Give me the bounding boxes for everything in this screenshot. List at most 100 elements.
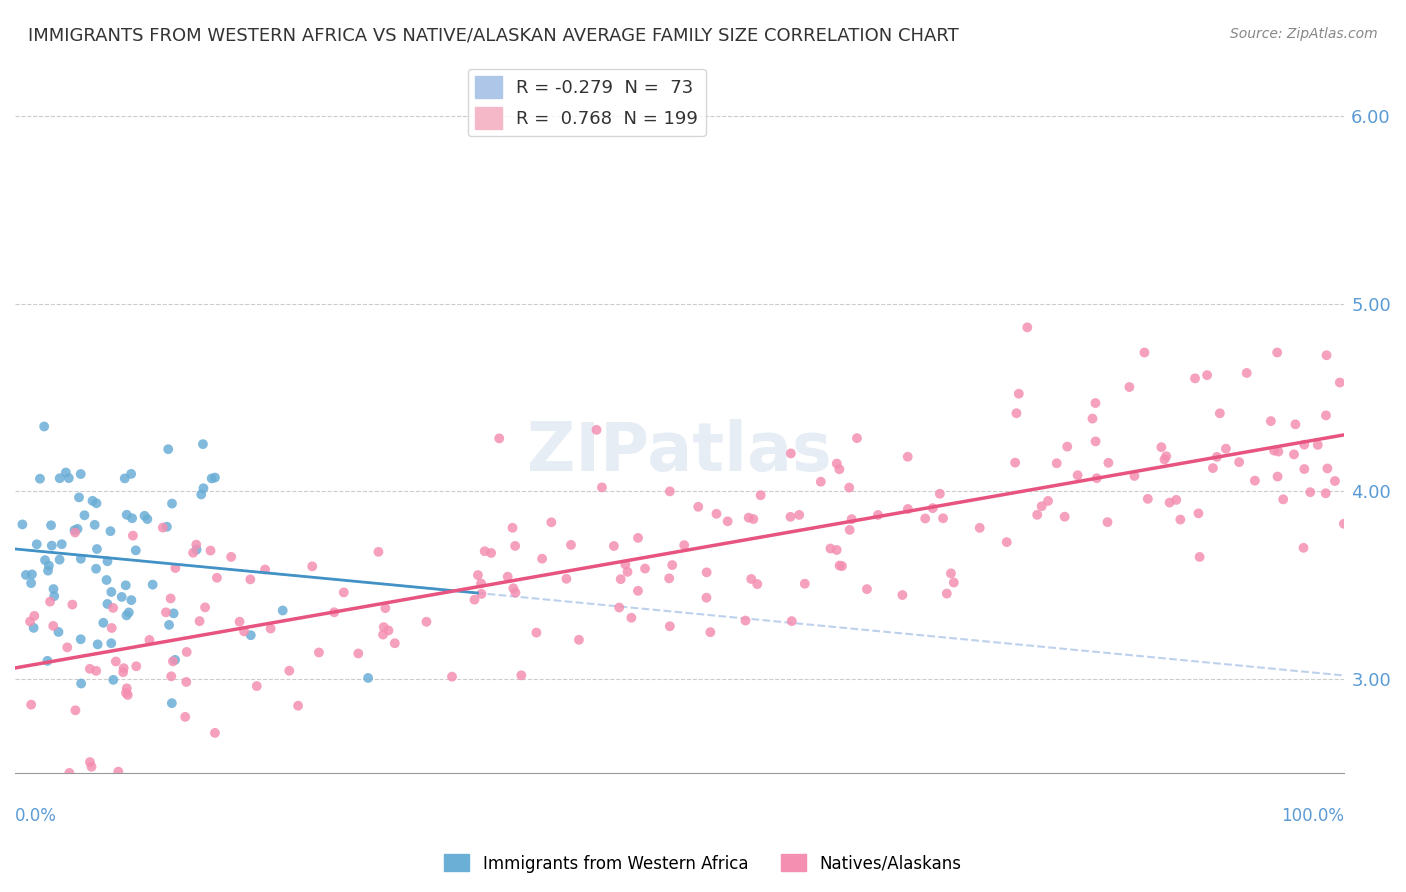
Point xyxy=(91,615,114,630)
Point xyxy=(37,654,59,668)
Point xyxy=(1316,461,1339,475)
Point xyxy=(374,601,396,615)
Point xyxy=(825,543,848,558)
Point xyxy=(63,525,86,540)
Point xyxy=(37,564,59,578)
Point xyxy=(706,507,728,521)
Point xyxy=(125,659,148,673)
Point xyxy=(176,675,198,690)
Point xyxy=(118,606,141,620)
Point xyxy=(156,519,179,533)
Point xyxy=(779,446,801,460)
Point xyxy=(1267,469,1289,483)
Point xyxy=(747,577,769,591)
Point xyxy=(560,538,582,552)
Point xyxy=(160,696,183,710)
Point xyxy=(505,585,527,599)
Point xyxy=(415,615,437,629)
Point xyxy=(86,542,108,557)
Point xyxy=(627,531,650,545)
Point xyxy=(627,583,650,598)
Point xyxy=(152,520,174,534)
Point xyxy=(51,537,73,551)
Point xyxy=(193,481,215,495)
Point xyxy=(84,664,107,678)
Point xyxy=(66,522,89,536)
Point xyxy=(828,462,851,476)
Text: 100.0%: 100.0% xyxy=(1281,806,1344,825)
Point xyxy=(1188,549,1211,564)
Point xyxy=(301,559,323,574)
Point xyxy=(673,538,696,552)
Point xyxy=(1004,456,1026,470)
Point xyxy=(69,467,91,481)
Point xyxy=(233,624,256,639)
Point xyxy=(160,497,183,511)
Point xyxy=(1267,444,1289,458)
Point xyxy=(502,582,524,596)
Point xyxy=(502,521,524,535)
Point xyxy=(780,614,803,628)
Point xyxy=(496,570,519,584)
Point xyxy=(162,654,184,668)
Point xyxy=(488,431,510,445)
Point xyxy=(696,566,718,580)
Point xyxy=(1097,456,1119,470)
Point xyxy=(793,576,815,591)
Point xyxy=(112,665,135,680)
Point xyxy=(176,645,198,659)
Point xyxy=(1084,434,1107,449)
Point xyxy=(932,511,955,525)
Point xyxy=(101,601,124,615)
Point xyxy=(48,624,70,639)
Point xyxy=(1282,447,1305,461)
Point xyxy=(969,521,991,535)
Point xyxy=(939,566,962,581)
Point xyxy=(658,619,681,633)
Point xyxy=(165,653,187,667)
Point xyxy=(115,686,138,700)
Point xyxy=(825,457,848,471)
Point xyxy=(658,484,681,499)
Point xyxy=(1133,345,1156,359)
Point xyxy=(100,524,122,538)
Point xyxy=(70,676,93,690)
Point xyxy=(1153,452,1175,467)
Point xyxy=(1081,411,1104,425)
Point xyxy=(609,572,631,586)
Point xyxy=(1315,348,1337,362)
Point xyxy=(104,655,127,669)
Point xyxy=(111,590,134,604)
Point xyxy=(787,508,810,522)
Point xyxy=(48,552,70,566)
Point xyxy=(112,661,135,675)
Point xyxy=(866,508,889,522)
Point xyxy=(86,637,108,651)
Point xyxy=(1329,376,1351,390)
Point xyxy=(165,561,187,575)
Point xyxy=(32,419,55,434)
Point xyxy=(69,632,91,647)
Point xyxy=(1159,495,1181,509)
Text: ZIPatlas: ZIPatlas xyxy=(527,419,832,485)
Point xyxy=(779,509,801,524)
Point xyxy=(190,487,212,501)
Point xyxy=(1085,471,1108,485)
Point xyxy=(58,766,80,780)
Point xyxy=(1263,443,1285,458)
Point xyxy=(1118,380,1140,394)
Point xyxy=(100,636,122,650)
Point xyxy=(120,593,142,607)
Point xyxy=(155,605,177,619)
Text: IMMIGRANTS FROM WESTERN AFRICA VS NATIVE/ALASKAN AVERAGE FAMILY SIZE CORRELATION: IMMIGRANTS FROM WESTERN AFRICA VS NATIVE… xyxy=(28,27,959,45)
Point xyxy=(1150,440,1173,454)
Point xyxy=(21,567,44,582)
Point xyxy=(63,523,86,537)
Point xyxy=(44,589,66,603)
Point xyxy=(699,625,721,640)
Point xyxy=(278,664,301,678)
Point xyxy=(96,573,118,587)
Point xyxy=(120,467,142,481)
Point xyxy=(1294,437,1316,451)
Point xyxy=(200,543,222,558)
